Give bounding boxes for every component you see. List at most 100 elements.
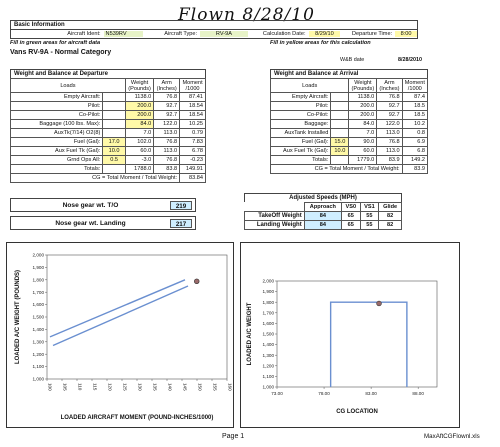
calc-date-value[interactable]: 8/29/10 — [308, 31, 341, 37]
departure-row-arm: 113.0 — [153, 128, 181, 138]
arrival-row-arm: 113.0 — [376, 128, 403, 138]
arrival-row-arm: 83.9 — [376, 155, 403, 165]
departure-header-moment: Moment /1000 — [179, 78, 206, 93]
type-value[interactable]: RV-9A — [200, 31, 248, 37]
departure-row-arm: 92.7 — [153, 101, 181, 111]
y-tick-label: 2,000 — [263, 279, 275, 284]
departure-time-label: Departure Time: — [352, 31, 393, 37]
speeds-row-label: Landing Weight — [244, 220, 305, 230]
cg-point-marker — [376, 300, 382, 307]
departure-row: Fuel (Gal): 17.0 102.0 76.8 7.83 — [9, 137, 206, 147]
departure-table: Loads Weight (Pounds) Arm (Inches) Momen… — [9, 78, 206, 183]
departure-row-qty[interactable]: 0.5 — [102, 155, 126, 165]
note-yellow: Fill in yellow areas for this calculatio… — [270, 40, 371, 46]
x-tick-label: 140 — [168, 383, 173, 391]
departure-row-moment: 87.41 — [179, 92, 206, 102]
departure-row-qty[interactable]: 10.0 — [102, 146, 126, 156]
departure-row-label: Baggage (100 lbs. Max): — [9, 119, 104, 129]
speeds-header-approach: Approach — [303, 202, 342, 212]
arrival-row-label: Baggage: — [269, 119, 332, 129]
departure-row-label: AuxTk(7/14) O2(8) — [9, 128, 104, 138]
arrival-row-label: Totals: — [269, 155, 332, 165]
arrival-row-moment: 149.2 — [401, 155, 429, 165]
speeds-header-vs0: VS0 — [340, 202, 361, 212]
y-tick-label: 1,800 — [33, 277, 45, 282]
departure-time-value[interactable]: 8:00 — [395, 31, 417, 37]
nose-gear-takeoff-value: 219 — [170, 200, 192, 210]
arrival-row-qty — [330, 155, 350, 165]
departure-row-qty — [102, 101, 126, 111]
departure-row-weight: 102.0 — [124, 137, 155, 147]
y-tick-label: 1,000 — [263, 385, 275, 390]
departure-header-arm: Arm (Inches) — [153, 78, 181, 93]
x-tick-label: 155 — [213, 383, 218, 391]
x-tick-label: 100 — [48, 383, 53, 391]
x-axis-title: LOADED AIRCRAFT MOMENT (POUND-INCHES/100… — [61, 415, 214, 421]
departure-row-label: Co-Pilot: — [9, 110, 104, 120]
departure-row-qty[interactable]: 17.0 — [102, 137, 126, 147]
departure-row: Empty Aircraft: 1138.0 76.8 87.41 — [9, 92, 206, 102]
departure-row-arm: 122.0 — [153, 119, 181, 129]
arrival-row-label: Aux Fuel Tk (Gal): — [269, 146, 332, 156]
departure-row-weight[interactable]: 200.0 — [124, 101, 155, 111]
departure-row-moment: 149.91 — [179, 164, 206, 174]
speeds-header-blank — [244, 202, 305, 212]
y-tick-label: 1,900 — [263, 289, 275, 294]
x-tick-label: 83.00 — [365, 391, 377, 396]
wb-date-value: 8/28/2010 — [398, 57, 422, 63]
y-tick-label: 1,200 — [33, 352, 45, 357]
arrival-table: Loads Weight (Pounds) Arm (Inches) Momen… — [269, 78, 429, 174]
departure-row-arm: 76.8 — [153, 92, 181, 102]
departure-row-moment: 18.54 — [179, 101, 206, 111]
arrival-row-weight: 200.0 — [348, 101, 378, 111]
departure-row-label: Aux Fuel Tk (Gal): — [9, 146, 104, 156]
arrival-row-arm: 122.0 — [376, 119, 403, 129]
arrival-header-loads: Loads — [269, 78, 350, 93]
arrival-row-arm: 92.7 — [376, 110, 403, 120]
y-axis-title: LOADED A/C WEIGHT — [247, 302, 253, 365]
arrival-row-weight: 90.0 — [348, 137, 378, 147]
departure-row-label: Empty Aircraft: — [9, 92, 104, 102]
calc-date-label: Calculation Date: — [262, 31, 306, 37]
y-tick-label: 1,100 — [33, 364, 45, 369]
speeds-title: Adjusted Speeds (MPH) — [244, 193, 402, 202]
arrival-row-weight: 200.0 — [348, 110, 378, 120]
departure-row-moment: 0.79 — [179, 128, 206, 138]
x-tick-label: 125 — [123, 383, 128, 391]
speeds-row-label: TakeOff Weight — [244, 211, 305, 221]
y-tick-label: 1,900 — [33, 265, 45, 270]
departure-row-weight: -3.0 — [124, 155, 155, 165]
arrival-row-weight: 1138.0 — [348, 92, 378, 102]
ident-label: Aircraft Ident: — [67, 31, 101, 37]
arrival-row-moment: 6.8 — [401, 146, 429, 156]
ident-value[interactable]: N539RV — [103, 31, 144, 37]
departure-row-moment: 10.25 — [179, 119, 206, 129]
arrival-header-moment: Moment /1000 — [401, 78, 429, 93]
speeds-row-value: 65 — [340, 220, 361, 230]
arrival-row-qty[interactable]: 15.0 — [330, 137, 350, 147]
x-tick-label: 120 — [108, 383, 113, 391]
departure-row-label: Fuel (Gal): — [9, 137, 104, 147]
y-tick-label: 1,600 — [33, 302, 45, 307]
departure-row-weight[interactable]: 84.0 — [124, 119, 155, 129]
arrival-row-weight: 7.0 — [348, 128, 378, 138]
departure-row: Totals: 1788.0 83.8 149.91 — [9, 164, 206, 174]
departure-row-label: Grnd Ops All: — [9, 155, 104, 165]
arrival-row-qty[interactable]: 10.0 — [330, 146, 350, 156]
departure-row-qty — [102, 164, 126, 174]
arrival-row-qty — [330, 128, 350, 138]
arrival-row-moment: 18.5 — [401, 101, 429, 111]
arrival-row-moment: 6.9 — [401, 137, 429, 147]
cg-point-marker — [194, 278, 200, 284]
departure-row-arm: 113.0 — [153, 146, 181, 156]
departure-row-weight[interactable]: 200.0 — [124, 110, 155, 120]
y-tick-label: 2,000 — [33, 253, 45, 258]
arrival-cg-value: 83.9 — [401, 164, 429, 174]
arrival-header-weight: Weight (Pounds) — [348, 78, 378, 93]
x-axis-title: CG LOCATION — [336, 409, 378, 415]
y-tick-label: 1,200 — [263, 363, 275, 368]
arrival-row-arm: 92.7 — [376, 101, 403, 111]
speeds-row-value: 65 — [340, 211, 361, 221]
arrival-row-arm: 76.8 — [376, 137, 403, 147]
y-tick-label: 1,300 — [263, 353, 275, 358]
